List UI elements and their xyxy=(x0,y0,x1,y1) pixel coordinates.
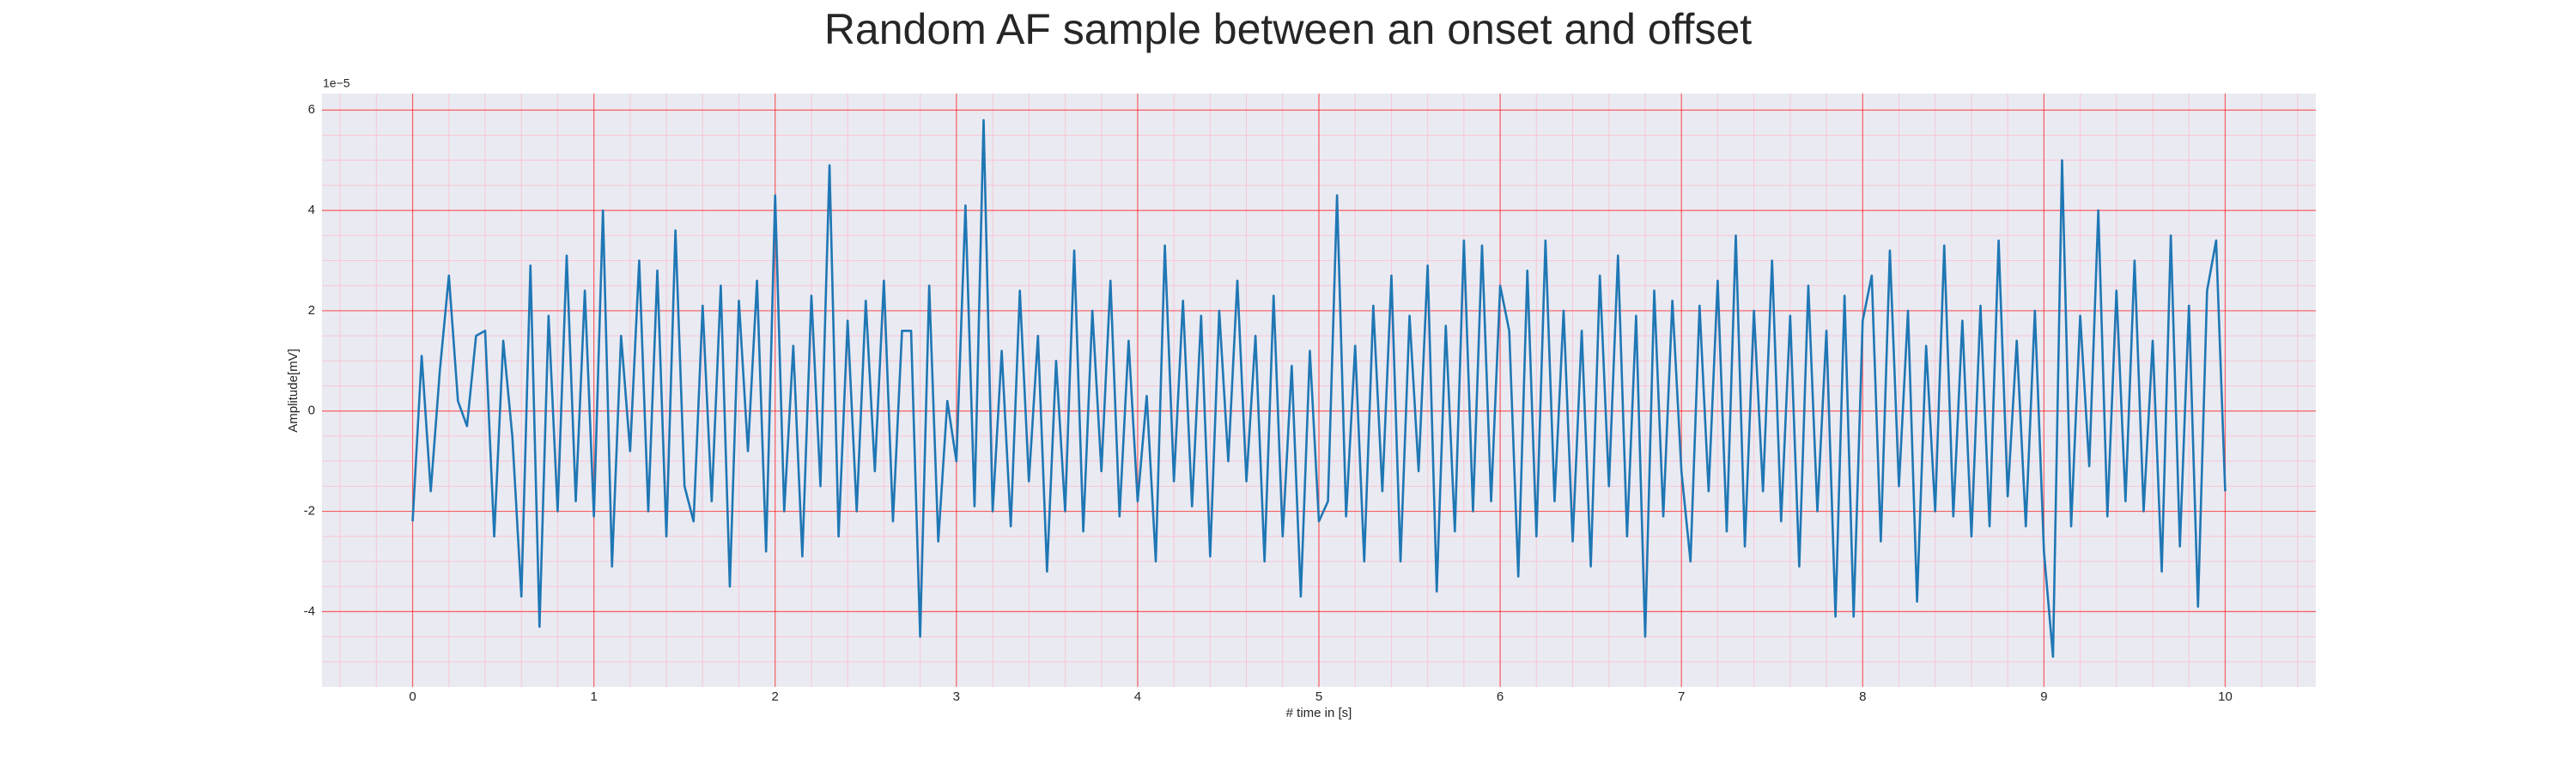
x-tick-label: 4 xyxy=(1134,689,1141,704)
y-axis-label: Amplitude[mV] xyxy=(286,349,301,433)
y-tick-label: 2 xyxy=(308,303,315,318)
chart-title: Random AF sample between an onset and of… xyxy=(824,5,1752,53)
data-line xyxy=(411,118,2227,659)
offset-text: 1e−5 xyxy=(323,76,350,90)
x-tick-label: 9 xyxy=(2040,689,2047,704)
y-tick-label: 6 xyxy=(308,102,315,117)
x-tick-label: 1 xyxy=(590,689,597,704)
x-axis-label: # time in [s] xyxy=(1286,706,1352,720)
x-tick-label: 5 xyxy=(1315,689,1322,704)
x-tick-label: 6 xyxy=(1497,689,1504,704)
x-tick-label: 7 xyxy=(1678,689,1685,704)
x-tick-label: 10 xyxy=(2218,689,2233,704)
x-tick-label: 2 xyxy=(772,689,779,704)
x-tick-label: 0 xyxy=(409,689,416,704)
x-tick-label: 3 xyxy=(953,689,960,704)
y-tick-label: -4 xyxy=(304,604,315,618)
y-tick-label: -2 xyxy=(304,504,315,519)
y-tick-label: 0 xyxy=(308,404,315,418)
y-tick-label: 4 xyxy=(308,203,315,217)
x-tick-label: 8 xyxy=(1859,689,1866,704)
